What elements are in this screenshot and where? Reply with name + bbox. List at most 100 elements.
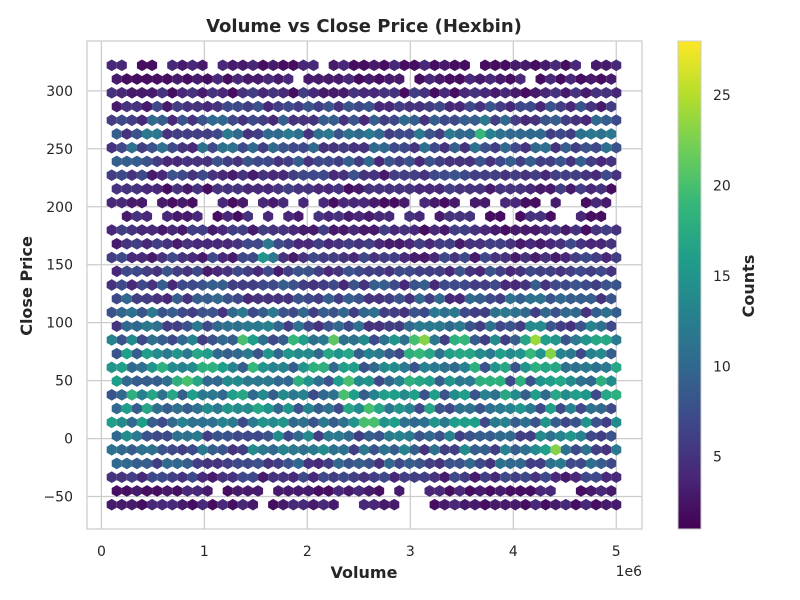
hexbin-cell	[414, 210, 425, 223]
hexbin-cell	[419, 389, 430, 401]
hexbin-cell	[258, 416, 269, 429]
hexbin-cell	[273, 375, 284, 387]
hexbin-cell	[464, 100, 475, 113]
hexbin-cell	[525, 457, 536, 470]
hexbin-cell	[162, 73, 173, 85]
hexbin-cell	[162, 457, 173, 470]
hexbin-cell	[116, 443, 127, 456]
hexbin-cell	[278, 416, 289, 429]
hexbin-cell	[268, 361, 279, 374]
hexbin-cell	[242, 100, 253, 113]
hexbin-cell	[192, 485, 203, 497]
hexbin-cell	[126, 169, 137, 181]
hexbin-cell	[318, 471, 329, 484]
x-axis-title: Volume	[331, 563, 398, 582]
hexbin-cell	[358, 443, 370, 456]
hexbin-cell	[369, 169, 380, 181]
hexbin-cell	[404, 210, 415, 223]
hexbin-cell	[525, 155, 536, 168]
hexbin-cell	[212, 375, 223, 387]
hexbin-cell	[570, 334, 581, 346]
hexbin-cell	[237, 114, 248, 127]
hexbin-cell	[480, 141, 491, 154]
hexbin-cell	[147, 279, 158, 291]
hexbin-cell	[515, 375, 526, 387]
hexbin-cell	[414, 100, 425, 113]
hexbin-cell	[298, 279, 309, 291]
hexbin-cell	[258, 443, 269, 456]
hexbin-cell	[585, 100, 597, 113]
hexbin-cell	[490, 471, 501, 484]
hexbin-cell	[268, 443, 279, 456]
y-tick-label: −50	[43, 490, 73, 506]
hexbin-cell	[268, 306, 279, 319]
hexbin-cell	[384, 100, 395, 113]
hexbin-cell	[152, 320, 163, 333]
hexbin-cell	[358, 389, 370, 401]
hexbin-cell	[303, 155, 314, 168]
hexbin-cell	[318, 361, 329, 374]
hexbin-cell	[202, 485, 213, 497]
hexbin-cell	[308, 279, 319, 291]
hexbin-cell	[258, 389, 269, 401]
hexbin-cell	[515, 155, 526, 168]
hexbin-cell	[520, 114, 531, 127]
hexbin-cell	[116, 306, 127, 319]
hexbin-cell	[434, 402, 445, 415]
colorbar-tick-label: 5	[713, 450, 722, 466]
hexbin-cell	[343, 73, 354, 85]
hexbin-cell	[510, 279, 521, 291]
hexbin-cell	[147, 114, 158, 127]
hexbin-cell	[237, 471, 248, 484]
hexbin-cell	[585, 375, 597, 387]
hexbin-cell	[429, 86, 440, 99]
hexbin-cell	[232, 237, 243, 250]
hexbin-cell	[474, 73, 486, 85]
hexbin-cell	[177, 279, 188, 291]
hexbin-cell	[313, 73, 324, 85]
hexbin-cell	[369, 306, 380, 319]
hexbin-cell	[333, 347, 344, 360]
hexbin-cell	[323, 155, 334, 168]
hexbin-cell	[111, 128, 122, 140]
hexbin-cell	[444, 100, 455, 113]
hexbin-cell	[601, 334, 612, 346]
hexbin-cell	[197, 86, 208, 99]
hexbin-cell	[560, 416, 571, 429]
hexbin-cell	[141, 73, 153, 85]
hexbin-cell	[550, 416, 561, 429]
hexbin-cell	[525, 375, 536, 387]
hexbin-cell	[394, 375, 405, 387]
hexbin-cell	[283, 100, 294, 113]
hexbin-cell	[555, 100, 566, 113]
hexbin-cell	[424, 100, 435, 113]
hexbin-cell	[394, 265, 405, 278]
hexbin-cell	[328, 196, 339, 209]
hexbin-cell	[510, 169, 521, 181]
hexbin-cell	[389, 196, 400, 209]
hexbin-cell	[172, 210, 183, 223]
hexbin-cell	[575, 485, 586, 497]
hexbin-cell	[399, 251, 410, 264]
hexbin-cell	[424, 73, 435, 85]
hexbin-cell	[237, 416, 248, 429]
hexbin-cell	[419, 334, 430, 346]
hexbin-cell	[217, 86, 228, 99]
hexbin-cell	[575, 237, 586, 250]
hexbin-cell	[126, 498, 137, 511]
hexbin-cell	[308, 443, 319, 456]
hexbin-cell	[217, 141, 228, 154]
hexbin-cell	[459, 114, 470, 127]
hexbin-cell	[606, 155, 617, 168]
hexbin-cell	[535, 292, 546, 305]
hexbin-cell	[429, 196, 440, 209]
hexbin-cell	[353, 485, 364, 497]
hexbin-cell	[485, 320, 496, 333]
hexbin-cell	[237, 443, 248, 456]
hexbin-cell	[227, 443, 238, 456]
hexbin-cell	[469, 141, 481, 154]
hexbin-cell	[591, 224, 602, 236]
hexbin-cell	[167, 196, 178, 209]
hexbin-cell	[550, 224, 561, 236]
hexbin-cell	[404, 183, 415, 195]
